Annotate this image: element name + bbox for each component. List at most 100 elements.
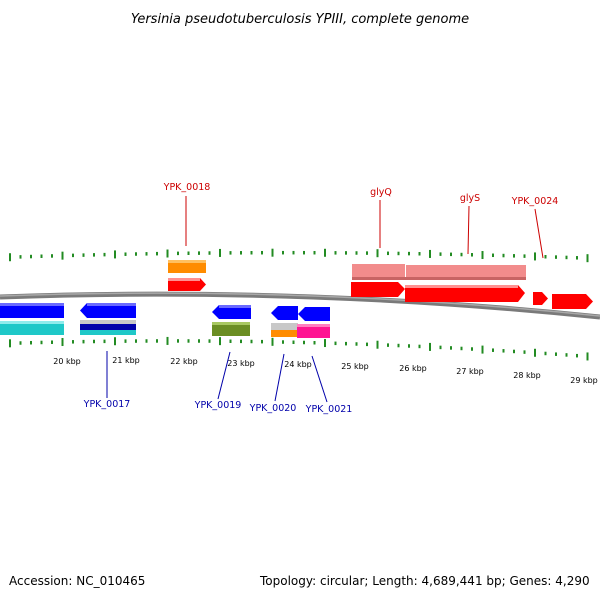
upper-tick <box>481 251 484 260</box>
lower-tick <box>166 336 169 345</box>
accession-text: Accession: NC_010465 <box>9 574 146 588</box>
upper-tick <box>555 255 557 259</box>
gene-ypk0018-orange-feature[interactable] <box>168 260 206 273</box>
upper-tick <box>366 251 368 255</box>
gene-ypk0017-gray-band[interactable] <box>80 320 136 324</box>
lower-tick <box>135 339 137 343</box>
upper-tick <box>282 250 284 255</box>
lower-tick <box>565 353 568 357</box>
glyq-feature-band[interactable] <box>352 264 405 279</box>
bottom-gene-label[interactable]: YPK_0019 <box>194 400 242 411</box>
gene-ypk0017-navy-band[interactable] <box>80 324 136 330</box>
gene-ypk0019-arrow[interactable] <box>212 305 251 319</box>
feature-band-shadow <box>352 277 526 280</box>
scale-label: 22 kbp <box>170 357 198 366</box>
gene-cyan-feature[interactable] <box>0 321 64 335</box>
glys-arrow-highlight <box>405 285 518 288</box>
top-gene-label[interactable]: YPK_0018 <box>163 182 211 193</box>
gene-small-arrow[interactable] <box>533 292 548 305</box>
upper-tick <box>408 251 410 256</box>
glys-feature-band[interactable] <box>406 265 526 280</box>
gene-ypk0020-arrow[interactable] <box>271 306 298 320</box>
upper-tick <box>271 248 274 257</box>
top-gene-label[interactable]: YPK_0024 <box>511 196 559 207</box>
lower-tick <box>450 346 452 350</box>
upper-tick <box>82 253 85 257</box>
upper-tick <box>114 250 116 259</box>
topology-text: Topology: circular; Length: 4,689,441 bp… <box>260 574 590 588</box>
lower-tick <box>198 339 200 343</box>
upper-tick <box>513 254 515 258</box>
lower-tick <box>219 337 221 346</box>
gene-ypk0020-gray-band[interactable] <box>271 323 298 330</box>
lower-tick <box>366 342 368 347</box>
top-gene-labels: YPK_0018 glyQ glyS YPK_0024 <box>163 182 559 259</box>
lower-tick <box>387 343 389 347</box>
glyq-arrow[interactable] <box>351 282 405 297</box>
top-gene-leader-line <box>534 208 544 259</box>
scale-label: 23 kbp <box>227 359 255 368</box>
lower-tick <box>229 339 232 343</box>
upper-tick <box>544 255 547 259</box>
gene-ypk0017-highlight <box>87 303 136 306</box>
upper-tick <box>145 252 148 256</box>
upper-tick <box>208 251 211 255</box>
gene-ypk0021-magenta-highlight <box>297 324 330 327</box>
lower-tick <box>19 341 22 345</box>
upper-tick <box>93 253 95 257</box>
scale-label: 25 kbp <box>341 362 369 371</box>
lower-tick <box>502 349 505 353</box>
lower-tick <box>481 345 484 354</box>
gene-ypk0017-arrow[interactable] <box>80 303 136 318</box>
upper-tick <box>250 250 253 255</box>
lower-tick <box>156 339 158 343</box>
gene-ypk0019-olive-feature[interactable] <box>212 322 250 336</box>
bottom-gene-label[interactable]: YPK_0020 <box>249 403 297 414</box>
lower-tick <box>72 340 74 344</box>
glys-arrow[interactable] <box>405 285 525 302</box>
lower-tick <box>250 339 253 344</box>
upper-tick <box>439 252 442 256</box>
upper-tick <box>229 251 232 255</box>
lower-tick <box>555 352 557 356</box>
gene-ypk0024-arrow[interactable] <box>552 294 593 309</box>
lower-tick <box>93 339 95 344</box>
genome-backbone <box>0 291 600 320</box>
gene-ypk0018-arrow[interactable] <box>168 278 206 291</box>
upper-tick <box>418 252 421 256</box>
bottom-gene-label[interactable]: YPK_0021 <box>305 404 353 415</box>
gene-ypk0020-orange-band[interactable] <box>271 330 298 337</box>
upper-tick <box>345 251 347 255</box>
gene-blue-left-arrow[interactable] <box>0 303 64 318</box>
lower-tick <box>313 341 316 345</box>
lower-tick <box>103 339 106 344</box>
upper-tick <box>292 250 295 255</box>
gene-ypk0021-magenta-feature[interactable] <box>297 324 330 338</box>
top-gene-label[interactable]: glyS <box>460 193 480 204</box>
upper-tick <box>240 251 242 255</box>
lower-tick <box>534 348 536 357</box>
gene-ypk0018-arrow-highlight <box>168 278 200 281</box>
gene-ypk0017-cyan-band[interactable] <box>80 330 136 335</box>
upper-tick <box>576 256 578 260</box>
bottom-gene-leader-line <box>274 353 285 402</box>
upper-tick <box>261 250 263 255</box>
lower-tick <box>439 345 442 350</box>
upper-tick <box>135 252 137 256</box>
reverse-strand <box>0 303 330 338</box>
lower-tick <box>187 339 190 343</box>
lower-tick <box>492 348 494 352</box>
gene-ypk0018-orange-highlight <box>168 260 206 263</box>
upper-tick <box>72 253 74 258</box>
lower-tick <box>240 339 242 344</box>
upper-tick <box>429 249 431 258</box>
top-gene-label[interactable]: glyQ <box>370 187 392 198</box>
upper-tick <box>19 255 22 259</box>
bottom-gene-label[interactable]: YPK_0017 <box>83 399 131 410</box>
lower-tick <box>124 339 127 343</box>
gene-ypk0019-highlight <box>219 305 251 308</box>
upper-tick <box>502 253 505 258</box>
upper-tick <box>219 248 221 257</box>
gene-ypk0019-olive-highlight <box>212 322 250 325</box>
gene-ypk0021-arrow[interactable] <box>298 307 330 321</box>
